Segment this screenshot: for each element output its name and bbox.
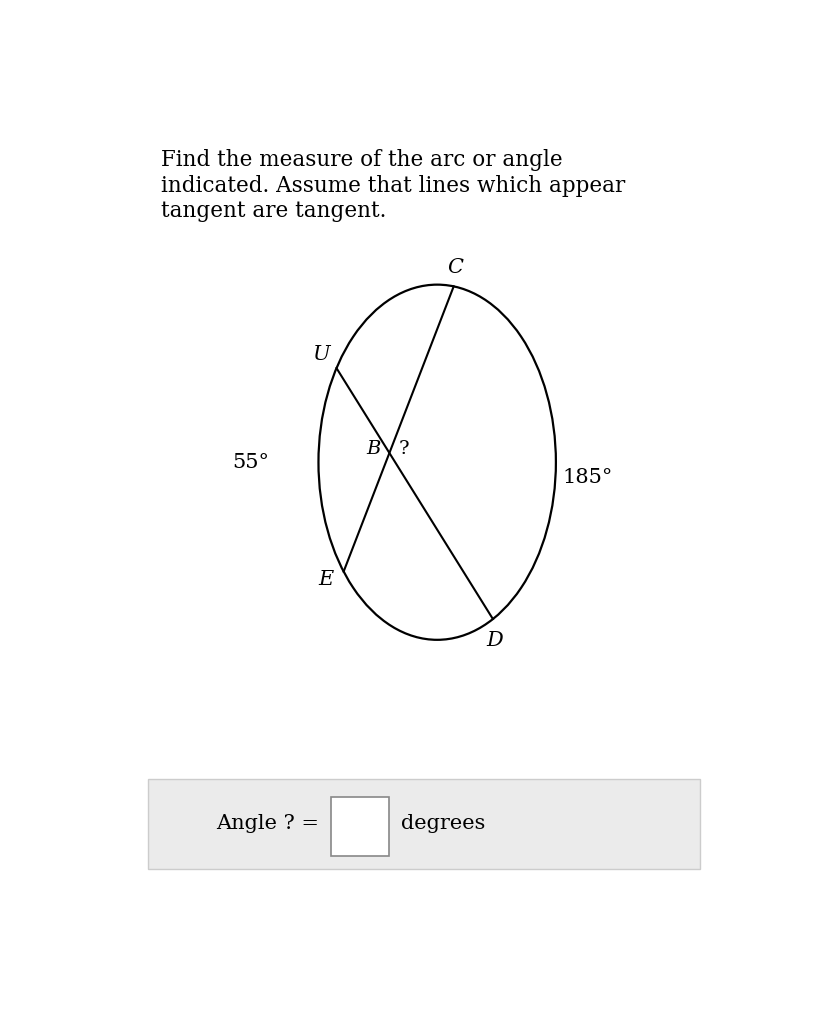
FancyBboxPatch shape xyxy=(331,798,389,855)
Text: ?: ? xyxy=(398,440,409,458)
Text: 55°: 55° xyxy=(232,453,270,471)
FancyBboxPatch shape xyxy=(148,779,700,869)
Text: Angle ? =: Angle ? = xyxy=(215,814,318,833)
Text: E: E xyxy=(318,570,333,589)
Text: 185°: 185° xyxy=(562,468,613,488)
Text: C: C xyxy=(447,258,463,277)
Text: U: U xyxy=(311,344,329,364)
Text: D: D xyxy=(485,631,502,649)
Text: Find the measure of the arc or angle
indicated. Assume that lines which appear
t: Find the measure of the arc or angle ind… xyxy=(161,149,624,223)
Text: B: B xyxy=(366,440,380,458)
Text: degrees: degrees xyxy=(401,814,485,833)
